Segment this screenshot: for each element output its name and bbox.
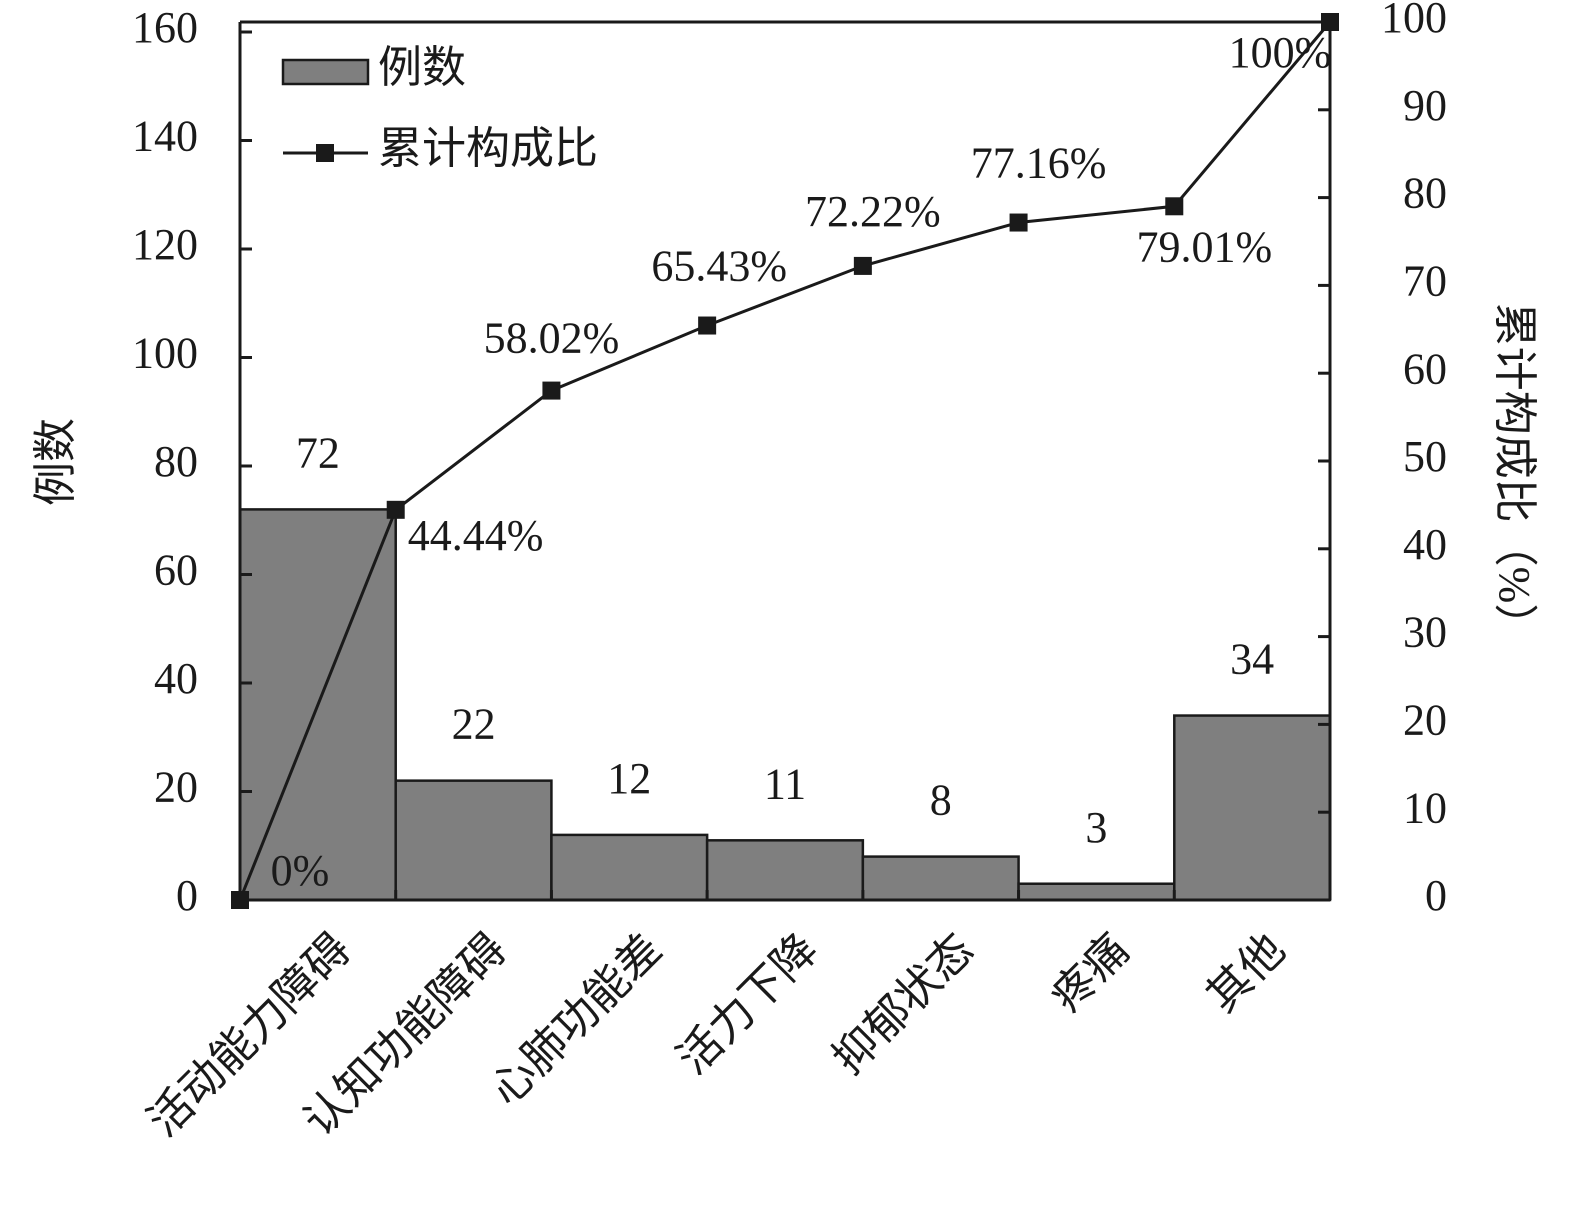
- x-tick-label: 活力下降: [668, 925, 827, 1084]
- bar-value-label: 8: [930, 776, 952, 825]
- line-marker: [386, 500, 405, 519]
- y-tick-label: 100: [132, 329, 198, 378]
- line-marker: [698, 316, 717, 335]
- x-tick-label: 其他: [1197, 925, 1294, 1022]
- cumulative-line: [238, 21, 1332, 901]
- line-value-label: 44.44%: [408, 511, 544, 560]
- legend-label: 累计构成比: [378, 124, 598, 173]
- y2-tick-label: 60: [1403, 344, 1447, 393]
- y2-tick-label: 100: [1381, 0, 1447, 42]
- legend-marker: [316, 144, 334, 162]
- y2-tick-label: 80: [1403, 169, 1447, 218]
- line-marker: [1165, 197, 1184, 216]
- bar-value-label: 72: [296, 428, 340, 477]
- y2-axis-title: 累计构成比（%）: [1490, 303, 1539, 648]
- bar: [705, 839, 865, 902]
- line-value-label: 77.16%: [971, 139, 1107, 188]
- y2-tick-label: 50: [1403, 432, 1447, 481]
- bar: [1017, 882, 1176, 902]
- line-value-label: 100%: [1229, 28, 1332, 77]
- line-value-label: 79.01%: [1136, 222, 1272, 271]
- y-tick-label: 40: [154, 654, 198, 703]
- y2-tick-label: 10: [1403, 783, 1447, 832]
- line-value-label: 0%: [271, 846, 330, 895]
- bar-value-label: 34: [1230, 635, 1274, 684]
- bar: [394, 779, 553, 902]
- line-marker: [542, 381, 561, 400]
- y-tick-label: 60: [154, 546, 198, 595]
- y2-tick-label: 30: [1403, 608, 1447, 657]
- x-tick-label: 心肺功能差: [481, 925, 671, 1115]
- bar: [1173, 714, 1332, 902]
- y-tick-label: 120: [132, 220, 198, 269]
- bar-value-label: 3: [1085, 803, 1107, 852]
- y-tick-label: 160: [132, 3, 198, 52]
- y-tick-label: 0: [176, 871, 198, 920]
- y-tick-label: 80: [154, 437, 198, 486]
- line-marker: [1009, 213, 1028, 232]
- y2-tick-label: 0: [1425, 871, 1447, 920]
- line-value-label: 58.02%: [484, 314, 620, 363]
- x-tick-label: 疼痛: [1042, 925, 1139, 1022]
- y2-tick-label: 90: [1403, 81, 1447, 130]
- line-value-label: 65.43%: [651, 242, 787, 291]
- y-tick-label: 140: [132, 112, 198, 161]
- bar: [550, 833, 709, 902]
- legend-label: 例数: [378, 43, 466, 92]
- y2-tick-label: 70: [1403, 256, 1447, 305]
- bar-value-label: 12: [607, 754, 651, 803]
- line-marker: [853, 256, 872, 275]
- line-value-label: 72.22%: [805, 187, 941, 236]
- legend-swatch: [281, 58, 370, 86]
- y-tick-label: 20: [154, 763, 198, 812]
- x-tick-label: 抑郁状态: [824, 925, 983, 1084]
- bar-value-label: 22: [452, 700, 496, 749]
- y-axis-title: 例数: [31, 418, 80, 506]
- y2-tick-label: 20: [1403, 695, 1447, 744]
- bar-value-label: 11: [764, 759, 806, 808]
- y2-tick-label: 40: [1403, 520, 1447, 569]
- bar: [861, 855, 1020, 902]
